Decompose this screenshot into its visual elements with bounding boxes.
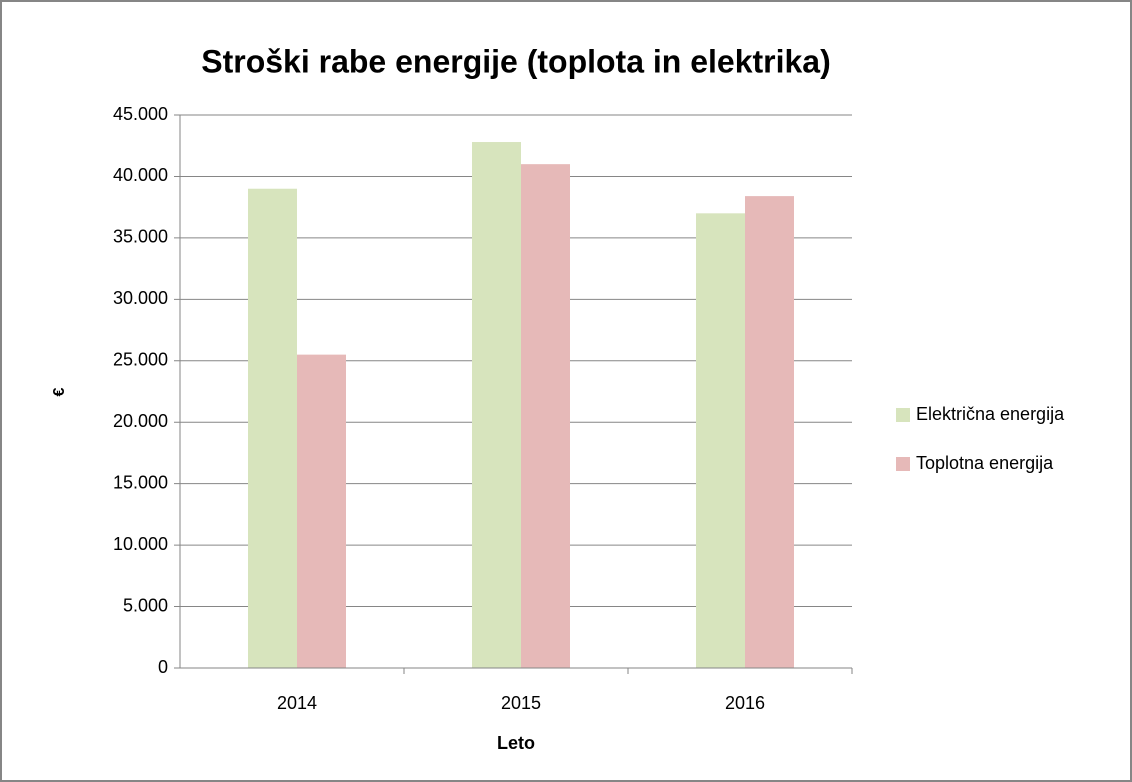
- y-tick-label: 20.000: [113, 411, 168, 431]
- y-tick-label: 5.000: [123, 595, 168, 615]
- bar: [472, 142, 521, 669]
- bar: [297, 354, 346, 668]
- y-tick-label: 15.000: [113, 472, 168, 492]
- y-tick-label: 10.000: [113, 534, 168, 554]
- y-tick-label: 40.000: [113, 165, 168, 185]
- y-tick-label: 35.000: [113, 227, 168, 247]
- x-tick-label: 2015: [501, 693, 541, 713]
- y-tick-label: 25.000: [113, 350, 168, 370]
- bar: [248, 188, 297, 668]
- chart-title: Stroški rabe energije (toplota in elektr…: [201, 43, 831, 79]
- x-tick-label: 2016: [725, 693, 765, 713]
- y-tick-label: 45.000: [113, 104, 168, 124]
- legend-label: Električna energija: [916, 404, 1065, 424]
- bar: [521, 164, 570, 668]
- bar: [745, 196, 794, 668]
- x-tick-label: 2014: [277, 693, 317, 713]
- x-axis-label: Leto: [497, 733, 535, 753]
- y-tick-label: 30.000: [113, 288, 168, 308]
- legend-swatch: [896, 408, 910, 422]
- legend-swatch: [896, 457, 910, 471]
- bar: [696, 213, 745, 669]
- y-tick-label: 0: [158, 657, 168, 677]
- legend-label: Toplotna energija: [916, 453, 1054, 473]
- y-axis-label: €: [51, 387, 68, 396]
